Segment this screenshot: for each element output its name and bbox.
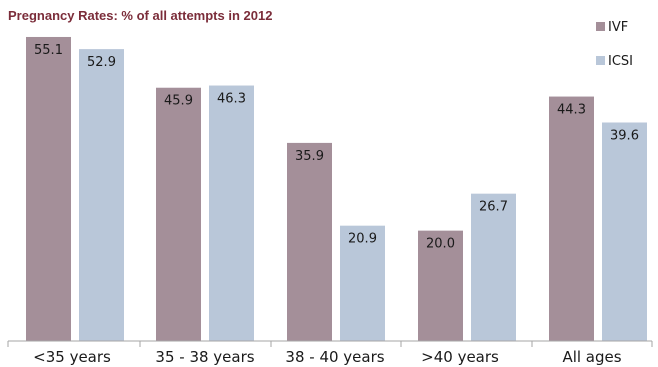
bar-ivf-0: [26, 36, 71, 342]
data-label-icsi-0: 52.9: [87, 55, 116, 70]
legend-swatch-ivf: [596, 22, 605, 31]
data-label-icsi-3: 26.7: [479, 200, 508, 215]
data-label-ivf-1: 45.9: [164, 94, 193, 109]
data-label-ivf-3: 20.0: [426, 237, 455, 252]
category-label-3: >40 years: [421, 348, 499, 366]
data-label-icsi-2: 20.9: [348, 232, 377, 247]
bar-ivf-3: [418, 230, 463, 341]
category-label-0: <35 years: [33, 348, 111, 366]
legend-label-icsi: ICSI: [608, 54, 633, 69]
data-label-ivf-4: 44.3: [557, 103, 586, 118]
data-label-ivf-2: 35.9: [295, 149, 324, 164]
bar-ivf-2: [287, 142, 332, 341]
data-label-icsi-1: 46.3: [217, 92, 246, 107]
category-label-2: 38 - 40 years: [285, 348, 384, 366]
bar-ivf-4: [549, 96, 594, 341]
legend-swatch-icsi: [596, 56, 605, 65]
bar-icsi-1: [209, 85, 254, 341]
legend-label-ivf: IVF: [608, 20, 628, 35]
data-label-ivf-0: 55.1: [34, 43, 63, 58]
legend: IVF ICSI: [596, 20, 633, 69]
bar-ivf-1: [156, 87, 201, 342]
bar-icsi-2: [340, 225, 385, 341]
category-label-4: All ages: [562, 348, 621, 366]
data-label-icsi-4: 39.6: [610, 128, 639, 143]
bar-icsi-0: [79, 49, 124, 342]
category-label-1: 35 - 38 years: [155, 348, 254, 366]
bars-group: 55.1 52.9 45.9 46.3 35.9 20.9 20.0 26.7 44.3 39.6: [26, 36, 647, 342]
bar-icsi-4: [602, 122, 647, 341]
chart-title: Pregnancy Rates: % of all attempts in 20…: [8, 8, 272, 23]
bar-icsi-3: [471, 193, 516, 341]
x-axis: <35 years 35 - 38 years 38 - 40 years >40 y…: [7, 340, 653, 366]
